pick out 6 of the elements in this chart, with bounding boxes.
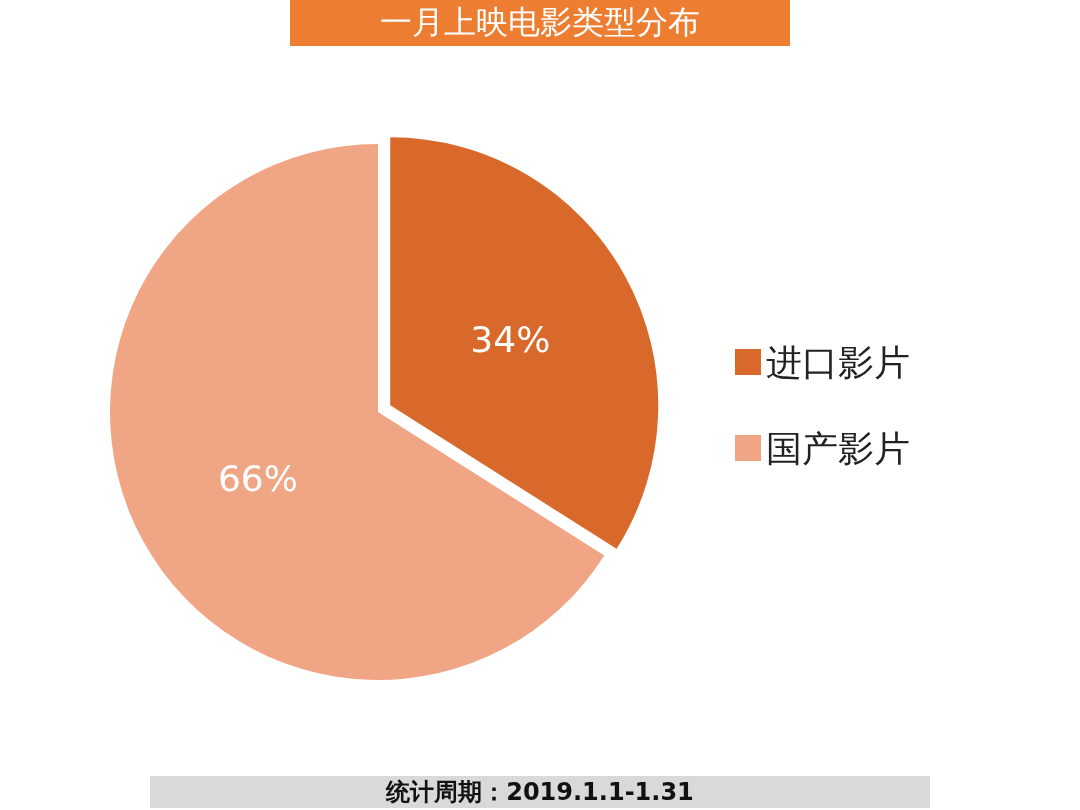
data-label: 66% (217, 457, 298, 499)
data-label: 34% (470, 318, 551, 360)
legend-label: 国产影片 (766, 427, 910, 469)
chart-title: 一月上映电影类型分布 (380, 3, 700, 41)
legend-label: 进口影片 (766, 341, 910, 383)
text: 统计周期：2019.1.1-1.31 (385, 778, 694, 806)
